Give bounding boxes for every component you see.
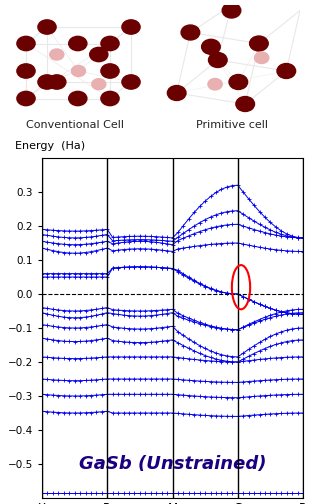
Text: Primitive cell: Primitive cell — [196, 120, 268, 130]
Text: Conventional Cell: Conventional Cell — [26, 120, 124, 130]
Circle shape — [209, 52, 227, 68]
Circle shape — [277, 64, 296, 79]
Circle shape — [71, 66, 86, 77]
Circle shape — [229, 75, 248, 90]
Circle shape — [101, 36, 119, 50]
Circle shape — [208, 79, 222, 90]
Circle shape — [90, 47, 108, 61]
Circle shape — [122, 20, 140, 34]
Text: Energy  (Ha): Energy (Ha) — [15, 141, 85, 151]
Circle shape — [38, 75, 56, 89]
Circle shape — [122, 75, 140, 89]
Circle shape — [48, 75, 66, 89]
Circle shape — [250, 36, 268, 51]
Circle shape — [255, 52, 269, 64]
Circle shape — [69, 91, 87, 106]
Circle shape — [50, 49, 64, 60]
Text: GaSb (Unstrained): GaSb (Unstrained) — [79, 455, 266, 473]
Circle shape — [181, 25, 200, 40]
Circle shape — [101, 64, 119, 78]
Circle shape — [17, 36, 35, 50]
Circle shape — [101, 91, 119, 106]
Circle shape — [222, 3, 241, 18]
Circle shape — [167, 86, 186, 100]
Circle shape — [202, 39, 220, 54]
Circle shape — [236, 97, 255, 111]
Circle shape — [69, 36, 87, 50]
Circle shape — [17, 64, 35, 78]
Circle shape — [92, 79, 106, 90]
Circle shape — [38, 20, 56, 34]
Circle shape — [17, 91, 35, 106]
